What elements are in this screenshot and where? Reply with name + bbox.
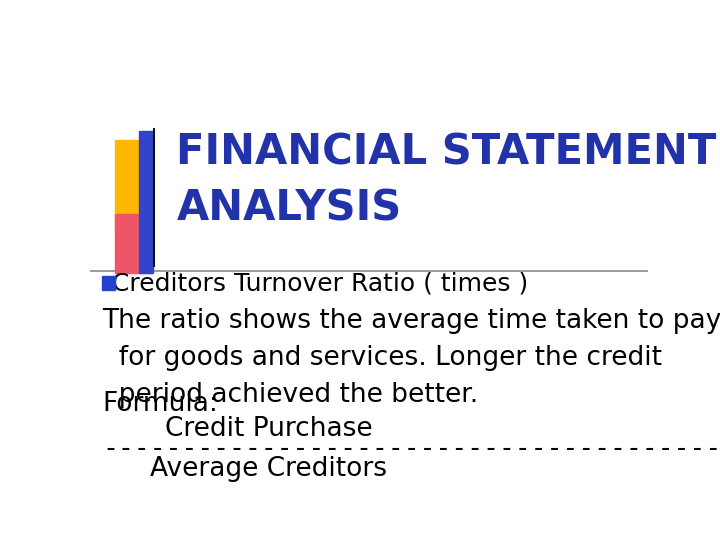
Text: The ratio shows the average time taken to pay: The ratio shows the average time taken t…	[102, 307, 720, 334]
Text: period achieved the better.: period achieved the better.	[102, 382, 479, 408]
Bar	[115, 214, 151, 273]
Bar	[139, 131, 153, 273]
Text: ANALYSIS: ANALYSIS	[176, 187, 402, 230]
Text: FINANCIAL STATEMENT: FINANCIAL STATEMENT	[176, 131, 717, 173]
Text: Formula:: Formula:	[102, 390, 218, 417]
Text: -----------------------------------------------: ----------------------------------------…	[102, 436, 720, 462]
Bar	[115, 140, 151, 231]
Text: Average Creditors: Average Creditors	[150, 456, 387, 482]
Bar	[102, 276, 114, 290]
Text: Credit Purchase: Credit Purchase	[165, 416, 372, 442]
Text: for goods and services. Longer the credit: for goods and services. Longer the credi…	[102, 345, 662, 371]
Text: Creditors Turnover Ratio ( times ): Creditors Turnover Ratio ( times )	[112, 271, 528, 295]
